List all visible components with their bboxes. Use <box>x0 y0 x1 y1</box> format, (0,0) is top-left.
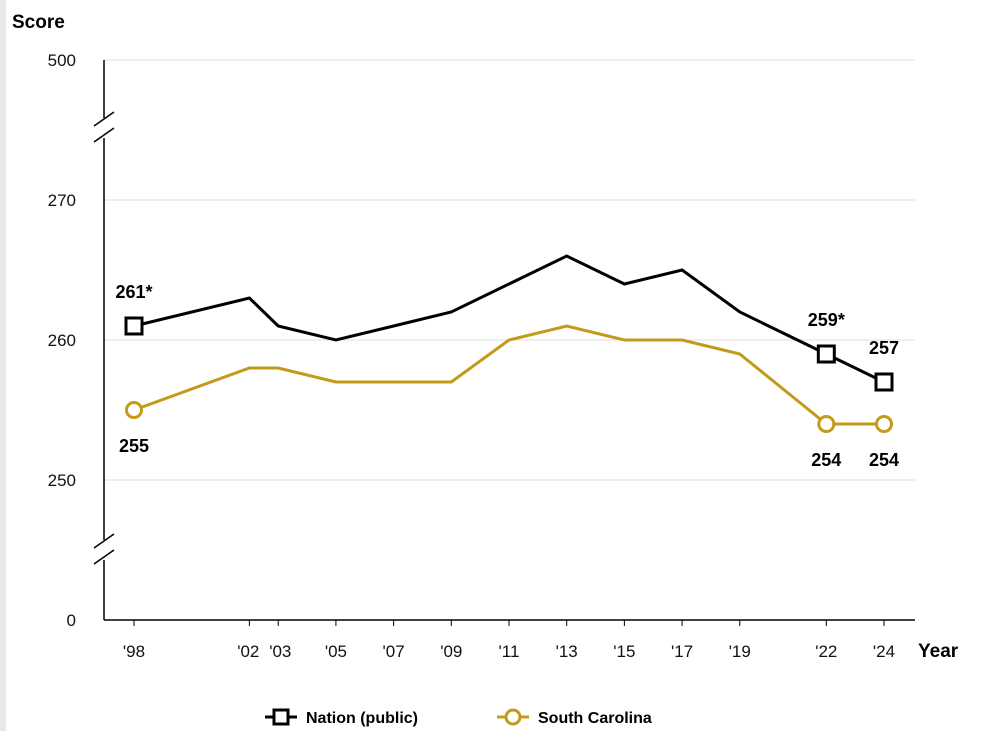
y-tick-0: 0 <box>67 611 76 630</box>
y-axis-title: Score <box>12 12 65 33</box>
series-line-south-carolina <box>133 324 884 426</box>
nation-marker-1998 <box>124 316 144 336</box>
x-tick-2017: '17 <box>671 642 693 661</box>
x-tick-1998: '98 <box>123 642 145 661</box>
data-label-5: 254 <box>811 450 841 470</box>
data-label-3: 257 <box>869 338 899 358</box>
x-tick-2009: '09 <box>440 642 462 661</box>
legend-nation-label: Nation (public) <box>306 710 418 727</box>
axes <box>93 60 915 626</box>
x-tick-2005: '05 <box>325 642 347 661</box>
x-tick-2015: '15 <box>613 642 635 661</box>
x-axis-title: Year <box>918 641 959 662</box>
y-tick-270: 270 <box>48 191 76 210</box>
axis-break-mark-2b <box>93 549 115 565</box>
axis-break-mark-1b <box>93 127 115 143</box>
y-tick-500: 500 <box>48 51 76 70</box>
data-label-4: 255 <box>119 436 149 456</box>
axis-break-mark-1a <box>93 111 115 127</box>
y-tick-260: 260 <box>48 331 76 350</box>
left-margin-strip <box>0 0 6 731</box>
legend-nation-square-icon <box>272 708 290 726</box>
legend: Nation (public) South Carolina <box>265 708 652 727</box>
x-tick-2019: '19 <box>729 642 751 661</box>
x-tick-2013: '13 <box>556 642 578 661</box>
south-carolina-marker-2022 <box>817 415 836 433</box>
x-tick-2002: '02 <box>237 642 259 661</box>
nation-marker-2024 <box>874 372 894 392</box>
x-tick-2007: '07 <box>383 642 405 661</box>
south-carolina-marker-2024 <box>875 415 893 433</box>
axis-break-mark-2a <box>93 533 115 549</box>
x-tick-2003: '03 <box>269 642 291 661</box>
series-markers <box>124 316 894 433</box>
legend-south-carolina-circle-icon <box>504 708 522 726</box>
series-line-nation <box>133 254 885 384</box>
series-lines <box>133 254 885 426</box>
data-label-2: 259* <box>808 310 845 330</box>
data-label-6: 254 <box>869 450 899 470</box>
south-carolina-marker-1998 <box>125 401 143 419</box>
data-labels: 261* 259* 257 255 254 254 <box>115 282 899 470</box>
y-tick-labels: 500 270 260 250 0 <box>48 51 76 630</box>
y-tick-250: 250 <box>48 471 76 490</box>
nation-marker-2022 <box>816 344 836 364</box>
data-label-1: 261* <box>115 282 152 302</box>
legend-south-carolina-label: South Carolina <box>538 710 652 727</box>
gridlines <box>104 59 915 481</box>
x-tick-2024: '24 <box>873 642 895 661</box>
x-tick-2022: '22 <box>815 642 837 661</box>
x-tick-labels: '98 '02 '03 '05 '07 '09 '11 '13 '15 '17 '19 '22 '24 <box>123 642 895 661</box>
x-tick-2011: '11 <box>499 642 520 661</box>
